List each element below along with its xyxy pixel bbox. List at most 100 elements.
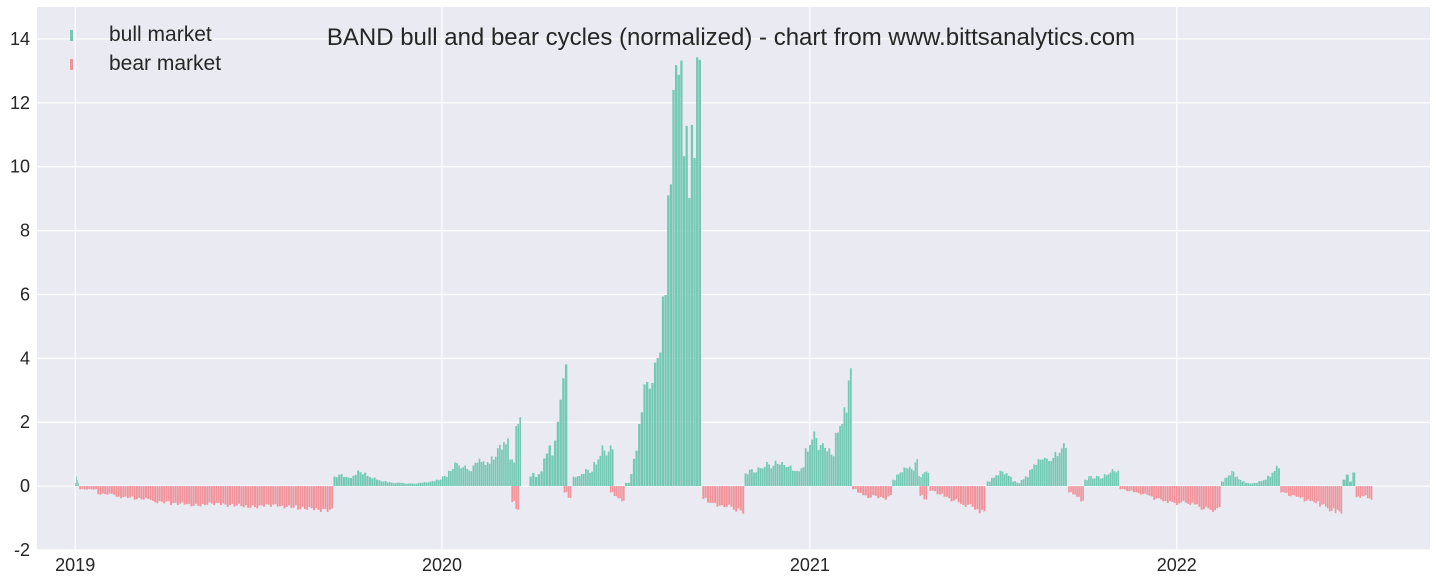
bear-bar [1182, 486, 1185, 501]
bull-bar [380, 481, 383, 487]
bear-bar [142, 486, 145, 500]
bear-bar [884, 486, 887, 500]
bull-bar [1245, 482, 1247, 487]
bear-bar [317, 486, 320, 510]
y-tick-label: 4 [20, 348, 30, 368]
legend-bear-label: bear market [109, 52, 221, 75]
y-tick-label: -2 [14, 540, 30, 560]
bull-bar [515, 426, 518, 487]
bear-bar [1282, 486, 1284, 493]
bear-bar [718, 486, 721, 506]
bull-bar [785, 466, 788, 487]
bull-bar [894, 480, 896, 487]
bear-bar [297, 486, 300, 510]
bear-bar [952, 486, 955, 501]
bear-bar [704, 486, 707, 498]
bull-bar [834, 432, 837, 487]
bull-bar [534, 476, 538, 487]
bull-bar [817, 449, 820, 487]
bull-bar [1007, 475, 1010, 487]
bear-bar [1198, 486, 1201, 507]
bear-bar [92, 486, 95, 490]
bull-bar [1253, 483, 1256, 487]
bull-bar [1227, 475, 1230, 487]
bear-bar [1200, 486, 1203, 510]
bull-bar [802, 467, 805, 487]
bull-bar [357, 470, 360, 487]
bear-bar [948, 486, 951, 499]
bear-bar [723, 486, 726, 508]
y-tick-label: 6 [20, 284, 30, 304]
bull-bar [800, 468, 803, 487]
bear-bar [251, 486, 254, 506]
bull-bar [1229, 475, 1231, 487]
bull-bar [643, 384, 646, 487]
bull-bar [1065, 447, 1067, 487]
bull-bar [537, 474, 541, 487]
bear-bar [1068, 486, 1070, 493]
bear-bar [131, 486, 134, 497]
bull-bar [1016, 482, 1019, 487]
bear-bar [623, 486, 625, 501]
bull-bar [519, 417, 522, 487]
bull-bar [757, 467, 760, 487]
bear-bar [976, 486, 979, 510]
bear-bar [1295, 486, 1298, 497]
bull-bar [397, 482, 399, 487]
bear-bar [1137, 486, 1140, 494]
bear-bar [517, 486, 520, 510]
bear-bar [1155, 486, 1158, 499]
bull-bar [494, 456, 497, 487]
bear-bar [934, 486, 937, 492]
bear-bar [874, 486, 877, 496]
bear-bar [964, 486, 967, 507]
x-axis-ticks: 2019 2020 2021 2022 [55, 555, 1197, 575]
bear-bar [113, 486, 116, 495]
bear-bar [183, 486, 186, 505]
bull-bar [646, 382, 649, 487]
bear-bar [235, 486, 238, 506]
bear-bar [921, 486, 924, 495]
bull-bar [347, 477, 350, 487]
bull-bar [839, 426, 841, 487]
bear-bar [160, 486, 163, 502]
bull-bar [554, 440, 557, 487]
bull-bar [390, 482, 393, 487]
bull-bar [517, 423, 520, 487]
bear-bar [242, 486, 245, 508]
bull-bar [841, 423, 844, 487]
bear-bar [97, 486, 100, 495]
bull-bar [1010, 476, 1012, 487]
bear-bar [1178, 486, 1180, 504]
bull-bar [454, 462, 456, 487]
bear-bar [1189, 486, 1192, 505]
bear-bar [290, 486, 293, 509]
bull-bar [1039, 459, 1042, 487]
bear-bar [936, 486, 939, 495]
bear-bar [86, 486, 88, 490]
bear-bar [1173, 486, 1176, 503]
bull-bar [1269, 476, 1272, 487]
bull-bar [1271, 472, 1274, 487]
bull-bar [578, 475, 581, 487]
bull-bar [417, 483, 420, 487]
bull-bar [653, 362, 657, 487]
bear-bar [210, 486, 213, 504]
bear-bar [1144, 486, 1147, 494]
bull-bar [661, 296, 665, 487]
bear-bar [1080, 486, 1082, 502]
bull-bar [656, 358, 659, 487]
bull-bar [1349, 481, 1353, 487]
bear-bar [1218, 486, 1221, 507]
bear-bar [328, 486, 331, 510]
bull-bar [1109, 472, 1112, 487]
bull-bar [1262, 480, 1265, 487]
bear-bar [135, 486, 138, 500]
bull-bar [1097, 476, 1100, 487]
bear-bar [716, 486, 719, 507]
bear-bar [181, 486, 184, 503]
bear-bar [1164, 486, 1167, 501]
bull-bar [837, 432, 839, 487]
bull-bar [685, 125, 688, 487]
bull-bar [587, 469, 589, 487]
